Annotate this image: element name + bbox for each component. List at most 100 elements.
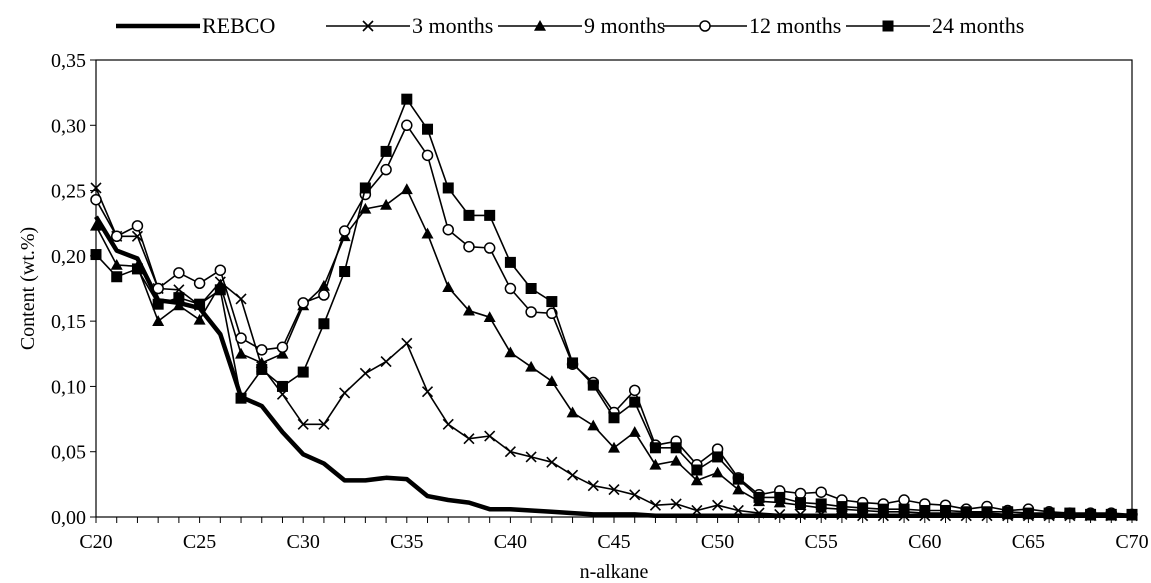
data-point	[339, 387, 351, 399]
data-point	[857, 502, 869, 514]
data-point	[380, 356, 392, 368]
data-point	[691, 504, 703, 517]
data-point	[567, 357, 579, 369]
data-point	[794, 497, 806, 509]
data-point	[214, 264, 227, 276]
series-line	[94, 215, 1132, 518]
x-tick-label: C30	[287, 531, 320, 553]
data-point	[194, 298, 206, 310]
data-point	[380, 163, 392, 176]
data-point	[484, 430, 496, 442]
y-axis: 0,00 0,05 0,10 0,15 0,20 0,25 0,30 0,35	[51, 50, 96, 529]
legend-item: 9 months	[498, 13, 665, 38]
data-point	[546, 296, 558, 308]
legend-item: 3 months	[326, 13, 493, 38]
series-line	[95, 187, 1132, 517]
data-point	[90, 219, 102, 231]
data-point	[629, 489, 641, 501]
data-point	[877, 503, 889, 515]
series-layer	[90, 93, 1138, 522]
series-line	[95, 188, 1132, 517]
x-tick-label: C25	[183, 531, 216, 553]
series-line	[95, 124, 1133, 516]
data-point	[836, 501, 848, 513]
data-point	[732, 483, 745, 495]
data-point	[256, 363, 268, 375]
legend-marker	[534, 20, 546, 31]
data-point	[131, 263, 143, 275]
data-point	[504, 446, 516, 458]
data-point	[297, 418, 309, 430]
data-point	[587, 419, 600, 431]
x-tick-label: C45	[597, 531, 630, 553]
data-point	[235, 293, 247, 305]
data-point	[152, 282, 164, 295]
series-9-months	[90, 183, 1138, 521]
data-point	[193, 313, 206, 325]
data-point	[483, 311, 496, 323]
data-point	[712, 499, 724, 511]
data-point	[193, 277, 206, 290]
data-point	[794, 508, 807, 520]
data-point	[131, 230, 144, 242]
data-point	[90, 182, 102, 194]
data-point	[774, 491, 786, 503]
data-point	[649, 499, 662, 511]
data-point	[214, 284, 226, 296]
data-point	[380, 145, 392, 157]
data-point	[401, 93, 413, 105]
data-point	[587, 379, 599, 391]
data-point	[462, 304, 475, 316]
data-point	[111, 271, 123, 283]
data-point	[421, 149, 434, 162]
data-point	[152, 298, 164, 310]
legend-item: 24 months	[846, 13, 1024, 38]
data-point	[90, 249, 102, 261]
series-3-months	[90, 182, 1138, 522]
data-point	[110, 230, 123, 243]
data-point	[753, 507, 765, 519]
data-point	[525, 306, 537, 318]
data-point	[442, 418, 454, 430]
data-point	[629, 396, 641, 408]
y-tick-label: 0,00	[51, 507, 86, 529]
data-point	[235, 392, 247, 404]
data-point	[628, 426, 641, 437]
data-point	[359, 182, 371, 194]
y-tick-label: 0,15	[51, 311, 86, 333]
data-point	[649, 458, 662, 470]
y-tick-label: 0,25	[51, 181, 86, 203]
x-tick-label: C55	[805, 531, 838, 553]
data-point	[504, 346, 517, 358]
data-point	[546, 456, 558, 468]
data-point	[545, 375, 558, 387]
data-point	[525, 451, 537, 463]
data-point	[732, 504, 744, 517]
legend-marker	[699, 20, 711, 32]
x-tick-label: C70	[1115, 531, 1148, 553]
data-point	[359, 367, 371, 379]
data-point	[774, 508, 786, 520]
data-point	[1064, 507, 1076, 519]
data-point	[649, 442, 661, 454]
data-point	[815, 498, 827, 510]
data-point	[566, 469, 579, 481]
data-point	[608, 484, 620, 496]
x-tick-label: C40	[494, 531, 527, 553]
data-point	[690, 474, 703, 486]
y-tick-label: 0,10	[51, 376, 86, 398]
data-point	[670, 498, 682, 510]
data-point	[483, 242, 496, 254]
legend-item: REBCO	[116, 13, 275, 38]
series-24-months	[90, 93, 1138, 520]
data-point	[815, 486, 827, 498]
data-point	[608, 441, 620, 453]
data-point	[172, 299, 185, 311]
data-point	[442, 281, 455, 292]
y-axis-title: Content (wt.%)	[17, 227, 39, 350]
data-point	[421, 227, 434, 239]
x-tick-label: C65	[1012, 531, 1045, 553]
data-point	[152, 315, 165, 326]
data-point	[276, 347, 289, 359]
x-axis: C20 C25 C30 C35 C40 C45 C50 C55 C60 C65 C70	[79, 517, 1149, 553]
